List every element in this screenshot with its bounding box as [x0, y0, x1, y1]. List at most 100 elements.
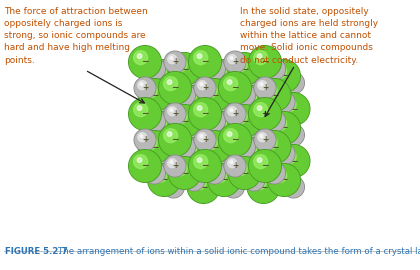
Text: +: + [290, 130, 297, 140]
Circle shape [249, 123, 252, 126]
Circle shape [230, 109, 233, 112]
Circle shape [183, 91, 197, 105]
Circle shape [153, 143, 175, 165]
Circle shape [186, 146, 191, 150]
Text: −: − [201, 58, 209, 66]
Circle shape [192, 72, 206, 86]
Circle shape [283, 72, 304, 94]
Circle shape [248, 120, 279, 150]
Circle shape [265, 111, 284, 131]
Circle shape [167, 80, 172, 85]
Circle shape [144, 58, 165, 80]
Circle shape [282, 98, 296, 112]
Circle shape [226, 180, 235, 189]
Circle shape [229, 53, 260, 85]
Circle shape [187, 119, 220, 151]
Text: +: + [171, 130, 177, 140]
Text: −: − [201, 161, 209, 170]
Circle shape [198, 131, 231, 163]
Text: −: − [241, 65, 248, 73]
Circle shape [137, 54, 142, 58]
Circle shape [216, 120, 221, 124]
Circle shape [253, 98, 274, 120]
Circle shape [216, 68, 221, 72]
Circle shape [164, 51, 186, 73]
Text: +: + [181, 90, 188, 100]
Circle shape [189, 150, 221, 182]
Text: −: − [170, 104, 177, 113]
Text: +: + [191, 123, 197, 133]
Text: +: + [271, 116, 278, 126]
Circle shape [183, 65, 205, 87]
Circle shape [168, 130, 171, 133]
Circle shape [183, 117, 205, 139]
Circle shape [223, 176, 244, 198]
Circle shape [194, 151, 213, 171]
Text: +: + [151, 116, 158, 126]
Text: −: − [141, 58, 149, 66]
Circle shape [228, 182, 231, 185]
Text: −: − [171, 83, 179, 93]
Text: +: + [271, 168, 278, 177]
Text: +: + [260, 104, 267, 113]
Circle shape [279, 149, 282, 152]
Circle shape [138, 133, 147, 142]
Circle shape [197, 158, 202, 163]
Circle shape [174, 137, 194, 157]
Circle shape [168, 159, 177, 168]
Circle shape [205, 163, 225, 183]
Text: −: − [200, 79, 207, 87]
Circle shape [200, 135, 203, 138]
Text: −: − [260, 79, 267, 87]
Circle shape [216, 172, 221, 176]
Circle shape [178, 86, 210, 117]
Circle shape [239, 142, 242, 145]
Circle shape [228, 159, 237, 168]
Circle shape [194, 51, 207, 65]
Text: +: + [231, 79, 236, 87]
Circle shape [228, 78, 231, 81]
Circle shape [177, 113, 181, 117]
Circle shape [150, 168, 152, 171]
Text: +: + [151, 168, 158, 177]
Text: +: + [262, 136, 268, 144]
Circle shape [174, 85, 194, 105]
Circle shape [197, 54, 202, 58]
Circle shape [233, 162, 247, 176]
Circle shape [277, 93, 310, 125]
Circle shape [284, 177, 304, 197]
Circle shape [166, 180, 175, 189]
Circle shape [200, 83, 203, 86]
Circle shape [196, 102, 205, 111]
Circle shape [148, 60, 180, 92]
Circle shape [270, 116, 273, 119]
Circle shape [189, 99, 221, 130]
Circle shape [249, 150, 281, 181]
Circle shape [234, 137, 255, 157]
Circle shape [208, 164, 239, 195]
Circle shape [249, 175, 252, 178]
Text: −: − [190, 150, 198, 158]
Circle shape [189, 123, 192, 126]
Circle shape [203, 136, 217, 150]
Circle shape [156, 172, 161, 176]
Circle shape [178, 86, 210, 118]
Circle shape [184, 170, 204, 190]
Circle shape [149, 113, 179, 143]
Circle shape [223, 125, 244, 145]
Text: −: − [151, 90, 158, 100]
Circle shape [217, 95, 226, 104]
Circle shape [143, 84, 157, 98]
Circle shape [265, 163, 284, 183]
Text: +: + [171, 183, 177, 191]
Circle shape [189, 175, 192, 178]
Circle shape [162, 98, 176, 112]
Circle shape [247, 173, 256, 182]
Circle shape [177, 61, 181, 65]
Circle shape [196, 127, 200, 131]
Circle shape [138, 81, 147, 90]
Circle shape [226, 76, 235, 85]
Circle shape [188, 120, 219, 150]
Text: +: + [281, 97, 287, 106]
Circle shape [144, 110, 165, 132]
